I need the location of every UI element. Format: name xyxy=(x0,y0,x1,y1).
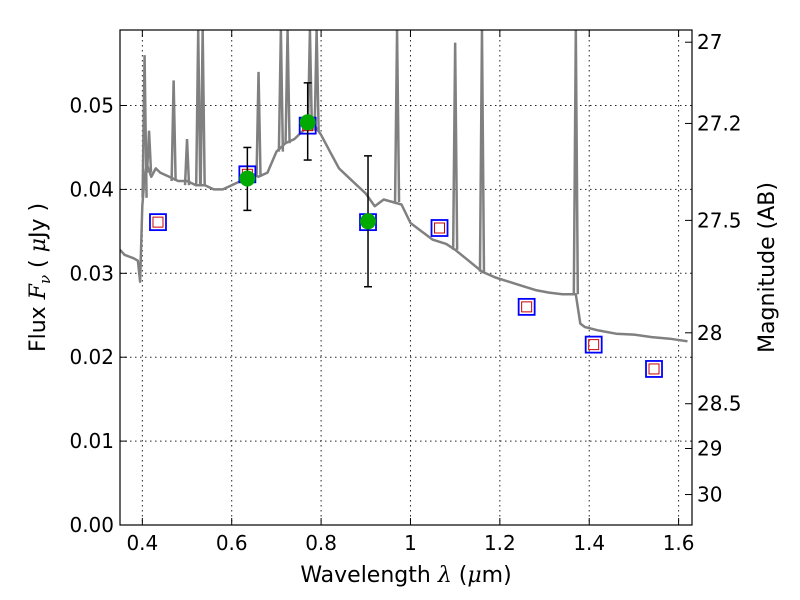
emission-line xyxy=(255,71,262,177)
y2-tick-label: 27 xyxy=(697,30,722,54)
emission-line xyxy=(478,30,486,272)
y-tick-label: 0.04 xyxy=(69,177,114,201)
y2-tick-label: 30 xyxy=(697,483,722,507)
x-tick-label: 0.8 xyxy=(305,531,337,555)
x-tick-label: 0.4 xyxy=(126,531,158,555)
emission-line xyxy=(451,42,459,250)
plot-marks xyxy=(120,30,688,378)
predicted-point xyxy=(152,216,164,228)
x-axis-label: Wavelength λ (μm) xyxy=(300,563,511,588)
x-tick-label: 1.6 xyxy=(663,531,695,555)
observed-point xyxy=(239,170,256,187)
y-axis-label: Flux Fν ( μJy ) xyxy=(26,203,54,352)
y-tick-label: 0.01 xyxy=(69,429,114,453)
y2-tick-label: 28.5 xyxy=(697,392,742,416)
emission-line xyxy=(284,30,291,144)
predicted-point xyxy=(588,339,600,351)
y-tick-label: 0.05 xyxy=(69,94,114,118)
axes: 0.4 0.6 0.8 1 1.2 1.4 1.6 0.00 0.01 0.02 0.03 0.04 0… xyxy=(69,30,742,555)
emission-line xyxy=(141,55,148,198)
observed-point xyxy=(299,114,316,131)
y-tick-label: 0.00 xyxy=(69,513,114,537)
emission-line xyxy=(313,30,320,131)
observed-point xyxy=(360,213,377,230)
predicted-point xyxy=(434,222,446,234)
grid-lines xyxy=(120,30,692,526)
plot-frame xyxy=(119,29,693,526)
x-tick-label: 1.4 xyxy=(573,531,605,555)
model-point xyxy=(149,213,167,232)
model-point xyxy=(430,219,449,237)
y2-tick-label: 28 xyxy=(697,321,722,345)
emission-line xyxy=(199,30,206,186)
predicted-point xyxy=(648,363,660,375)
x-tick-label: 1.2 xyxy=(484,531,516,555)
emission-line xyxy=(306,30,314,131)
model-point xyxy=(517,297,536,316)
sed-line xyxy=(120,121,688,343)
emission-line xyxy=(393,30,401,203)
y-tick-label: 0.02 xyxy=(69,345,114,369)
x-tick-label: 0.6 xyxy=(216,531,248,555)
y-tick-label: 0.03 xyxy=(69,261,114,285)
y2-tick-label: 27.2 xyxy=(697,111,742,135)
predicted-point xyxy=(521,301,533,313)
y2-tick-label: 29 xyxy=(697,436,722,460)
emission-line xyxy=(183,139,191,186)
emission-line xyxy=(572,30,580,295)
model-point xyxy=(584,335,603,354)
emission-line xyxy=(145,130,153,173)
emission-line xyxy=(277,30,285,152)
emission-line xyxy=(170,80,177,182)
x-tick-label: 1 xyxy=(404,531,417,555)
y2-tick-label: 27.5 xyxy=(697,208,742,232)
model-point xyxy=(645,360,663,378)
y2-axis-label: Magnitude (AB) xyxy=(755,182,780,353)
emission-line xyxy=(194,30,202,186)
